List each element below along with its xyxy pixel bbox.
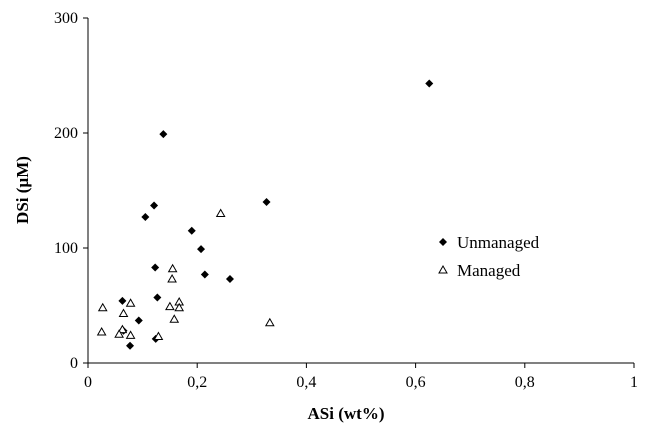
- unmanaged-point: [118, 297, 126, 305]
- unmanaged-point: [126, 342, 134, 350]
- y-ticks: 0 100 200 300: [54, 10, 88, 372]
- y-axis-title: DSi (µM): [13, 156, 32, 224]
- unmanaged-point: [141, 213, 149, 221]
- managed-point: [217, 210, 225, 217]
- managed-point: [168, 275, 176, 282]
- plot-area: 0 0,2 0,4 0,6 0,8 1 0 100 200 300: [54, 10, 638, 391]
- y-tick-label: 200: [54, 125, 78, 142]
- unmanaged-point: [425, 80, 433, 88]
- x-tick-label: 0: [84, 374, 92, 391]
- managed-point: [127, 299, 135, 306]
- unmanaged-point: [201, 270, 209, 278]
- y-tick-label: 100: [54, 240, 78, 257]
- managed-point: [169, 265, 177, 272]
- managed-point: [119, 310, 127, 317]
- unmanaged-point: [153, 293, 161, 301]
- x-tick-label: 0,2: [187, 374, 207, 391]
- managed-point: [170, 315, 178, 322]
- legend-label-unmanaged: Unmanaged: [457, 233, 540, 252]
- unmanaged-point: [135, 316, 143, 324]
- unmanaged-point: [151, 264, 159, 272]
- unmanaged-point: [226, 275, 234, 283]
- managed-point: [166, 303, 174, 310]
- x-ticks: 0 0,2 0,4 0,6 0,8 1: [84, 363, 638, 391]
- legend-label-managed: Managed: [457, 261, 521, 280]
- x-tick-label: 0,4: [296, 374, 316, 391]
- y-tick-label: 0: [70, 355, 78, 372]
- legend-marker-unmanaged: [439, 238, 447, 246]
- managed-point: [266, 319, 274, 326]
- unmanaged-point: [197, 245, 205, 253]
- y-tick-label: 300: [54, 10, 78, 27]
- managed-point: [99, 304, 107, 311]
- x-axis-title: ASi (wt%): [308, 404, 385, 423]
- managed-point: [98, 328, 106, 335]
- unmanaged-point: [188, 227, 196, 235]
- unmanaged-point: [150, 201, 158, 209]
- legend: Unmanaged Managed: [439, 233, 540, 280]
- data-points: [98, 80, 434, 350]
- managed-point: [127, 331, 135, 338]
- unmanaged-point: [159, 130, 167, 138]
- legend-marker-managed: [439, 266, 447, 273]
- x-tick-label: 1: [630, 374, 638, 391]
- unmanaged-point: [263, 198, 271, 206]
- x-tick-label: 0,8: [515, 374, 535, 391]
- x-tick-label: 0,6: [406, 374, 426, 391]
